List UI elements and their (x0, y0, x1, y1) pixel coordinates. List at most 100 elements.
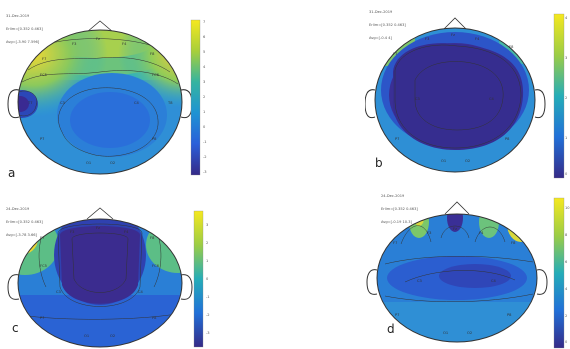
channel-label: T7 (27, 101, 32, 105)
channel-label: Fz (453, 227, 457, 231)
channel-label: P8 (505, 137, 510, 141)
channel-label: F4 (122, 42, 127, 46)
right-ear-shape (180, 89, 193, 119)
colorbar-tick: -3 (206, 331, 210, 335)
channel-label: C3 (56, 290, 61, 294)
channel-label: O1 (84, 334, 89, 338)
colorbar-tick: -2 (206, 313, 210, 317)
colorbar-tick: 1 (565, 136, 568, 140)
panel-c-header-line: Erlim=[0.352 0.463] (6, 220, 43, 225)
panel-label: b (375, 156, 383, 170)
channel-label: F8 (511, 241, 516, 245)
channel-label: Fz (96, 226, 100, 230)
channel-label: P7 (395, 313, 399, 317)
channel-label: F7 (40, 236, 44, 240)
channel-label: C3 (60, 101, 65, 105)
colorbar-tick: 1 (203, 110, 206, 114)
panel-b-header: 31-Dec-2019 Erlim=[0.352 0.463] Avg=[-0.… (369, 2, 406, 48)
panel-c-header-line: Avg=[-3.78 3.66] (6, 232, 37, 237)
channel-label: F7 (393, 52, 397, 56)
colorbar-tick: 1 (206, 259, 209, 263)
colorbar-tick: 4 (565, 16, 568, 20)
channel-label: P7 (40, 316, 44, 320)
colorbar-tick: -3 (203, 170, 207, 174)
topomap-c-figure: Fz F3 F4 F7 F8 FC5 FC6 C3 C4 P7 P8 O1 O2 (7, 207, 204, 348)
panel-d-header: 24-Dec-2019 Erlim=[0.352 0.463] Avg=[-0.… (381, 186, 418, 232)
panel-c-header: 24-Dec-2019 Erlim=[0.352 0.463] Avg=[-3.… (6, 199, 43, 245)
channel-label: F3 (70, 230, 74, 234)
channel-label: F4 (124, 230, 129, 234)
colorbar-tick: 2 (206, 241, 209, 245)
panel-label: d (387, 322, 395, 336)
channel-label: FC5 (40, 73, 47, 77)
left-ear-shape (7, 274, 20, 300)
channel-label: F4 (475, 37, 480, 41)
panel-a-header-line: Erlim=[0.352 0.463] (6, 27, 43, 32)
topomap-d-figure: Fz F3 F4 F7 F8 C3 C4 P7 P8 O1 O2 (366, 197, 565, 349)
channel-label: FC6 (152, 264, 160, 268)
panel-d-header-line: 24-Dec-2019 (381, 194, 405, 199)
colorbar (193, 210, 204, 348)
channel-label: O1 (86, 161, 91, 165)
colorbar-tick: 4 (565, 287, 568, 291)
colorbar (190, 19, 201, 176)
panel-b-header-line: Avg=[-0.4 4] (369, 35, 392, 40)
channel-label: F7 (42, 57, 46, 61)
panel-b-header-line: Erlim=[0.352 0.463] (369, 23, 406, 28)
nose-shape (442, 17, 468, 31)
channel-label: P8 (152, 137, 157, 141)
panel-d-header-line: Avg=[-0.19 10.3] (381, 219, 412, 224)
colorbar-tick: 6 (565, 260, 568, 264)
colorbar-tick: -2 (203, 155, 207, 159)
channel-label: F3 (425, 37, 429, 41)
colorbar-tick: 5 (203, 50, 206, 54)
channel-label: C3 (417, 279, 422, 283)
colorbar-tick: 0 (206, 277, 209, 281)
colorbar-tick: 0 (565, 172, 568, 176)
channel-label: F8 (150, 236, 155, 240)
panel-a-header-line: Avg=[-3.90 7.596] (6, 39, 40, 44)
colorbar-tick: -1 (203, 140, 207, 144)
colorbar-tick: 3 (206, 223, 209, 227)
channel-label: P8 (507, 313, 512, 317)
channel-label: O2 (465, 159, 470, 163)
channel-label: Fz (451, 33, 455, 37)
channel-label: FC5 (40, 264, 47, 268)
channel-label: P8 (152, 316, 157, 320)
panel-c-header-line: 24-Dec-2019 (6, 207, 30, 212)
channel-label: O2 (110, 161, 115, 165)
topomap-a-figure: Fz F3 F4 F7 F8 FC5 FC6 C3 C4 T7 T8 P7 P8… (7, 19, 201, 176)
channel-label: C4 (134, 101, 140, 105)
head-outline (374, 27, 536, 173)
panel-a-header-line: 31-Dec-2019 (6, 14, 30, 19)
channel-label: O2 (467, 331, 472, 335)
channel-label: C4 (138, 290, 144, 294)
colorbar-tick: -1 (206, 295, 210, 299)
colorbar-tick: 8 (565, 233, 568, 237)
colorbar-tick: 6 (203, 35, 206, 39)
colorbar (553, 13, 565, 179)
channel-label: F3 (72, 42, 76, 46)
colorbar-tick: 10 (565, 206, 570, 210)
topomap-panel-d: 24-Dec-2019 Erlim=[0.352 0.463] Avg=[-0.… (365, 182, 570, 349)
colorbar-tick: 2 (565, 314, 568, 318)
topomap-panel-c: 24-Dec-2019 Erlim=[0.352 0.463] Avg=[-3.… (0, 195, 215, 349)
channel-label: F8 (150, 52, 155, 56)
channel-label: O1 (441, 159, 446, 163)
channel-label: P7 (40, 137, 44, 141)
colorbar-tick: 0 (565, 340, 568, 344)
panel-label: c (12, 321, 19, 335)
panel-b-header-line: 31-Dec-2019 (369, 10, 393, 15)
colorbar-tick: 7 (203, 20, 206, 24)
channel-label: C4 (489, 97, 495, 101)
left-ear-shape (365, 89, 376, 119)
channel-label: C3 (415, 97, 420, 101)
panel-label: a (8, 166, 16, 180)
channel-label: FC6 (152, 73, 160, 77)
colorbar-tick: 2 (203, 95, 206, 99)
channel-label: F3 (427, 231, 431, 235)
head-outline (376, 213, 538, 343)
panel-a-header: 31-Dec-2019 Erlim=[0.352 0.463] Avg=[-3.… (6, 6, 43, 52)
nose-shape (86, 207, 114, 220)
channel-label: O1 (443, 331, 448, 335)
